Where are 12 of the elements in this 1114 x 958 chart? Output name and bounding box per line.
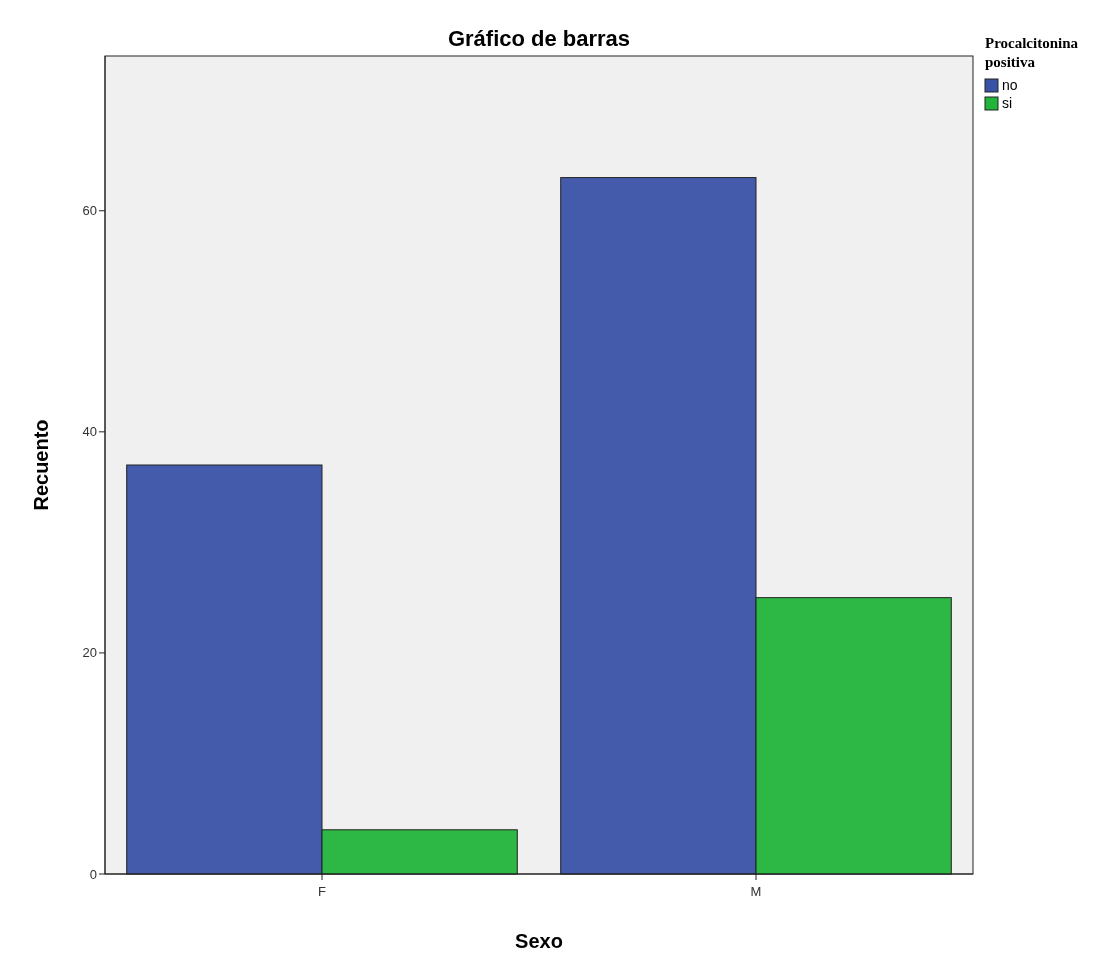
y-tick-label: 0 xyxy=(89,866,97,882)
y-tick-label: 20 xyxy=(82,645,97,661)
x-axis-title: Sexo xyxy=(515,930,563,952)
x-tick-label: F xyxy=(318,884,327,899)
legend-label: si xyxy=(1002,95,1013,111)
y-tick-label: 40 xyxy=(82,424,97,440)
legend-label: no xyxy=(1002,77,1018,93)
x-tick-label: M xyxy=(750,884,762,899)
legend-title: Procalcitonina positiva xyxy=(985,35,1079,70)
y-axis-title: Recuento xyxy=(30,419,52,511)
chart-title: Gráfico de barras xyxy=(447,26,631,51)
y-tick-label: 60 xyxy=(82,203,97,219)
